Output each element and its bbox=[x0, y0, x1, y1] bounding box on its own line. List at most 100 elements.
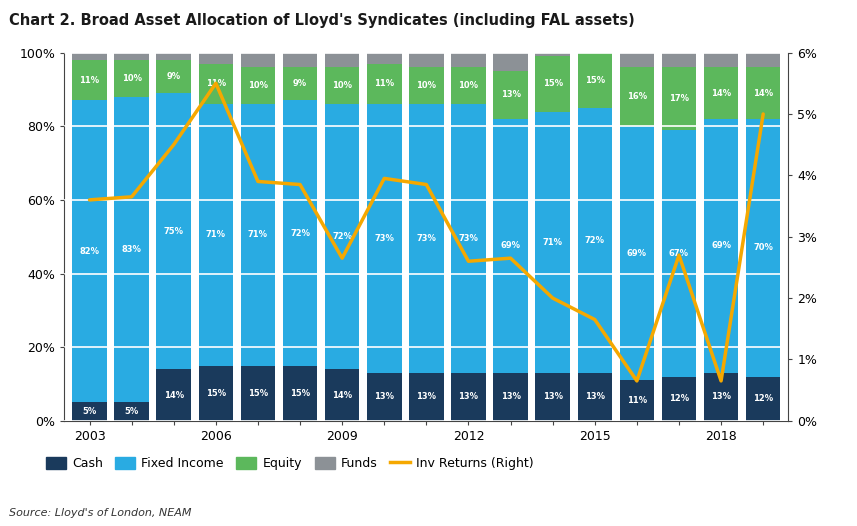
Bar bbox=[704, 67, 739, 119]
Bar bbox=[494, 71, 528, 119]
Bar bbox=[367, 373, 402, 421]
Text: 71%: 71% bbox=[206, 230, 226, 239]
Text: 14%: 14% bbox=[753, 88, 773, 98]
Text: 11%: 11% bbox=[626, 396, 647, 405]
Text: 13%: 13% bbox=[375, 392, 394, 401]
Text: 10%: 10% bbox=[417, 81, 436, 90]
Text: 69%: 69% bbox=[500, 241, 520, 250]
Bar bbox=[704, 119, 739, 373]
Bar bbox=[409, 53, 444, 67]
Bar bbox=[199, 366, 233, 421]
Bar bbox=[72, 402, 107, 421]
Bar bbox=[746, 67, 781, 119]
Bar bbox=[114, 402, 149, 421]
Bar bbox=[199, 53, 233, 64]
Bar bbox=[283, 67, 317, 100]
Bar bbox=[114, 60, 149, 97]
Bar bbox=[367, 104, 402, 373]
Bar bbox=[199, 64, 233, 104]
Bar bbox=[578, 373, 612, 421]
Text: 10%: 10% bbox=[122, 74, 141, 83]
Text: 13%: 13% bbox=[458, 392, 478, 401]
Bar bbox=[662, 130, 696, 377]
Bar bbox=[283, 53, 317, 67]
Text: 12%: 12% bbox=[669, 394, 689, 403]
Text: 16%: 16% bbox=[626, 92, 647, 102]
Text: 13%: 13% bbox=[584, 392, 605, 401]
Bar bbox=[451, 53, 486, 67]
Text: 12%: 12% bbox=[753, 394, 773, 403]
Bar bbox=[746, 119, 781, 377]
Text: 13%: 13% bbox=[500, 90, 520, 99]
Text: 5%: 5% bbox=[82, 407, 97, 416]
Text: 82%: 82% bbox=[80, 247, 99, 256]
Bar bbox=[620, 53, 654, 67]
Bar bbox=[662, 377, 696, 421]
Bar bbox=[367, 53, 402, 64]
Text: 73%: 73% bbox=[375, 234, 394, 243]
Bar bbox=[536, 373, 570, 421]
Bar bbox=[536, 53, 570, 56]
Bar bbox=[409, 67, 444, 104]
Bar bbox=[494, 53, 528, 71]
Text: 10%: 10% bbox=[458, 81, 478, 90]
Text: 14%: 14% bbox=[164, 390, 183, 400]
Bar bbox=[620, 67, 654, 126]
Legend: Cash, Fixed Income, Equity, Funds, Inv Returns (Right): Cash, Fixed Income, Equity, Funds, Inv R… bbox=[40, 452, 539, 475]
Text: 9%: 9% bbox=[166, 72, 181, 81]
Text: 10%: 10% bbox=[248, 81, 268, 90]
Bar bbox=[494, 373, 528, 421]
Bar bbox=[746, 53, 781, 67]
Text: 71%: 71% bbox=[542, 238, 563, 247]
Bar bbox=[662, 53, 696, 67]
Text: 67%: 67% bbox=[669, 249, 689, 258]
Text: 13%: 13% bbox=[500, 392, 520, 401]
Text: 72%: 72% bbox=[584, 236, 605, 245]
Text: 69%: 69% bbox=[626, 249, 647, 258]
Text: 15%: 15% bbox=[584, 76, 605, 85]
Text: 14%: 14% bbox=[711, 88, 731, 98]
Bar bbox=[114, 97, 149, 402]
Bar bbox=[114, 53, 149, 60]
Bar bbox=[578, 53, 612, 108]
Text: 13%: 13% bbox=[711, 392, 731, 401]
Bar bbox=[451, 373, 486, 421]
Text: 15%: 15% bbox=[542, 79, 563, 88]
Bar bbox=[451, 67, 486, 104]
Text: 10%: 10% bbox=[333, 81, 352, 90]
Bar bbox=[451, 104, 486, 373]
Text: 15%: 15% bbox=[206, 389, 226, 398]
Text: 72%: 72% bbox=[333, 232, 352, 241]
Text: 70%: 70% bbox=[753, 243, 773, 252]
Bar bbox=[72, 60, 107, 100]
Bar bbox=[325, 53, 359, 67]
Bar bbox=[620, 380, 654, 421]
Text: 11%: 11% bbox=[206, 79, 226, 88]
Text: 15%: 15% bbox=[248, 389, 268, 398]
Bar bbox=[704, 53, 739, 67]
Bar bbox=[536, 112, 570, 373]
Bar bbox=[662, 67, 696, 130]
Bar bbox=[199, 104, 233, 366]
Bar bbox=[536, 56, 570, 112]
Bar bbox=[283, 366, 317, 421]
Text: 75%: 75% bbox=[164, 227, 183, 236]
Text: 11%: 11% bbox=[80, 76, 99, 85]
Bar bbox=[325, 67, 359, 104]
Text: 83%: 83% bbox=[122, 245, 141, 254]
Bar bbox=[157, 53, 191, 60]
Text: Source: Lloyd's of London, NEAM: Source: Lloyd's of London, NEAM bbox=[9, 508, 191, 518]
Text: 72%: 72% bbox=[290, 228, 310, 238]
Bar bbox=[72, 53, 107, 60]
Bar bbox=[241, 104, 275, 366]
Bar bbox=[157, 60, 191, 93]
Bar bbox=[241, 67, 275, 104]
Bar bbox=[494, 119, 528, 373]
Bar bbox=[704, 373, 739, 421]
Bar bbox=[409, 104, 444, 373]
Text: 13%: 13% bbox=[417, 392, 436, 401]
Bar bbox=[325, 104, 359, 369]
Bar bbox=[283, 100, 317, 366]
Bar bbox=[620, 126, 654, 380]
Text: 71%: 71% bbox=[248, 230, 268, 239]
